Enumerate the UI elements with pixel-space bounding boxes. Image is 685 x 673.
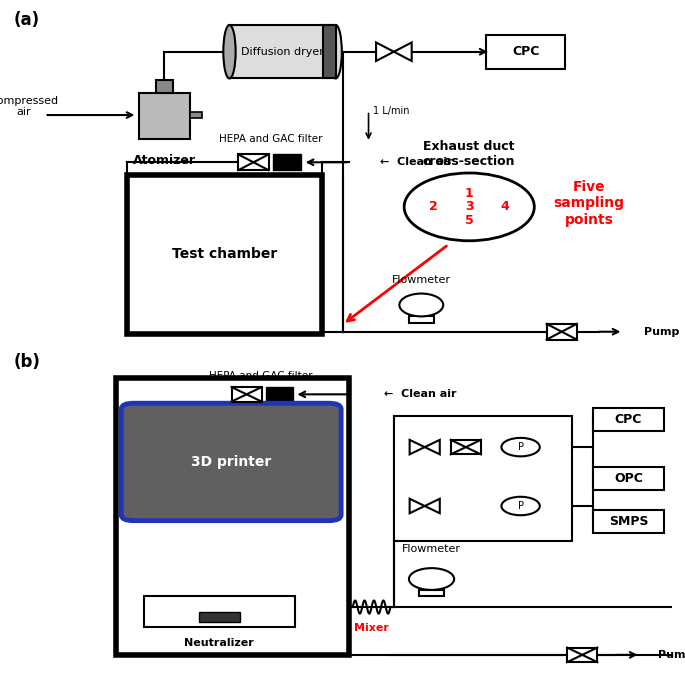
Text: CPC: CPC bbox=[615, 413, 642, 425]
Bar bbox=[273, 154, 301, 170]
Bar bbox=[593, 408, 664, 431]
Bar bbox=[486, 34, 565, 69]
Polygon shape bbox=[410, 440, 425, 454]
Text: Compressed
air: Compressed air bbox=[0, 96, 58, 118]
Text: SMPS: SMPS bbox=[609, 515, 648, 528]
Bar bbox=[156, 80, 173, 93]
Polygon shape bbox=[425, 440, 440, 454]
Bar bbox=[567, 647, 597, 662]
Text: Five
sampling
points: Five sampling points bbox=[553, 180, 625, 227]
Text: HEPA and GAC filter: HEPA and GAC filter bbox=[219, 134, 323, 144]
Text: P: P bbox=[518, 501, 523, 511]
Polygon shape bbox=[425, 499, 440, 513]
Text: Mixer: Mixer bbox=[354, 623, 389, 633]
Text: ←  Clean air: ← Clean air bbox=[380, 157, 453, 168]
Text: 3: 3 bbox=[465, 201, 473, 213]
Bar bbox=[232, 387, 262, 402]
Text: 5: 5 bbox=[465, 214, 473, 227]
Bar bbox=[116, 378, 349, 655]
Text: (b): (b) bbox=[14, 353, 40, 371]
Text: HEPA and GAC filter: HEPA and GAC filter bbox=[208, 371, 312, 381]
Polygon shape bbox=[410, 499, 425, 513]
Polygon shape bbox=[376, 42, 394, 61]
Text: P: P bbox=[419, 300, 424, 310]
Bar bbox=[394, 416, 572, 541]
Bar bbox=[144, 596, 295, 627]
Polygon shape bbox=[394, 42, 412, 61]
Ellipse shape bbox=[223, 25, 236, 79]
Bar bbox=[127, 175, 322, 334]
Circle shape bbox=[501, 438, 540, 456]
Bar bbox=[409, 316, 434, 323]
Text: 1 L/min: 1 L/min bbox=[373, 106, 410, 116]
Text: OPC: OPC bbox=[614, 472, 643, 485]
Text: 4: 4 bbox=[501, 201, 509, 213]
FancyBboxPatch shape bbox=[121, 403, 341, 521]
Text: Test chamber: Test chamber bbox=[172, 247, 277, 261]
Bar bbox=[593, 509, 664, 533]
Text: Exhaust duct
cross-section: Exhaust duct cross-section bbox=[423, 140, 516, 168]
Bar bbox=[451, 440, 481, 454]
Circle shape bbox=[501, 497, 540, 516]
Text: Diffusion dryer: Diffusion dryer bbox=[241, 46, 324, 57]
Ellipse shape bbox=[329, 25, 342, 79]
Text: ←  Clean air: ← Clean air bbox=[384, 390, 456, 399]
Text: P: P bbox=[518, 442, 523, 452]
Text: (a): (a) bbox=[14, 11, 40, 29]
Circle shape bbox=[404, 173, 534, 241]
Text: Atomizer: Atomizer bbox=[133, 154, 196, 167]
Text: 3D printer: 3D printer bbox=[191, 455, 271, 469]
Circle shape bbox=[409, 568, 454, 590]
Text: Pump: Pump bbox=[658, 650, 685, 660]
Bar bbox=[593, 467, 664, 490]
Text: Flowmeter: Flowmeter bbox=[402, 544, 461, 555]
Text: P: P bbox=[429, 574, 434, 584]
Bar bbox=[547, 324, 577, 340]
Bar bbox=[419, 590, 444, 596]
Bar bbox=[190, 112, 203, 118]
Text: 2: 2 bbox=[429, 201, 438, 213]
Circle shape bbox=[399, 293, 443, 316]
Bar bbox=[238, 154, 269, 170]
Bar bbox=[323, 25, 336, 79]
Text: Neutralizer: Neutralizer bbox=[184, 637, 254, 647]
Text: Flowmeter: Flowmeter bbox=[392, 275, 451, 285]
Bar bbox=[199, 612, 240, 622]
Bar bbox=[138, 93, 190, 139]
Text: 1: 1 bbox=[465, 187, 473, 200]
Text: CPC: CPC bbox=[512, 45, 539, 59]
Text: Pump: Pump bbox=[644, 326, 680, 336]
Bar bbox=[266, 387, 293, 402]
Bar bbox=[229, 25, 336, 79]
